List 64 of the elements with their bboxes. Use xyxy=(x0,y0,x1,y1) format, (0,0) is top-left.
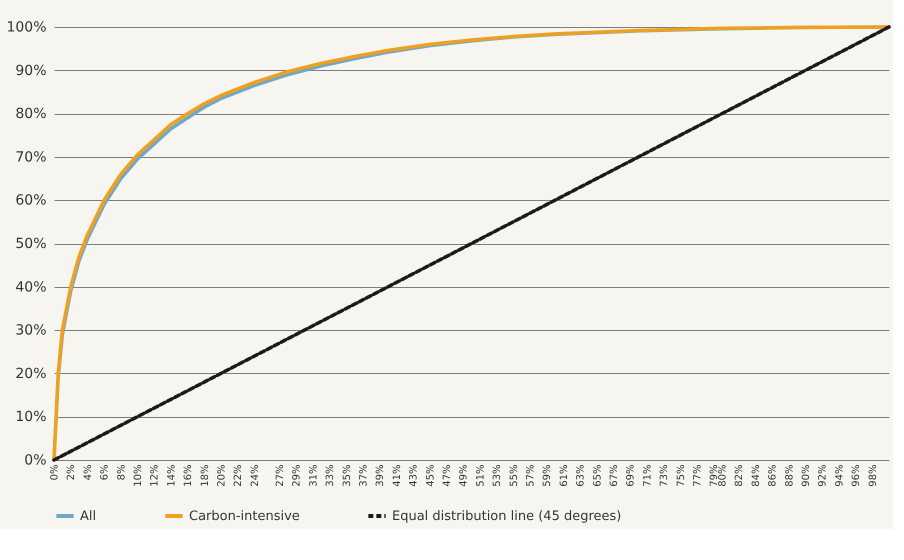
x-tick-label: 24% xyxy=(250,464,261,487)
x-tick-label: 4% xyxy=(82,464,94,480)
y-tick-label: 50% xyxy=(15,236,46,252)
x-tick-label: 65% xyxy=(592,464,604,487)
x-tick-label: 43% xyxy=(408,464,420,487)
x-tick-label: 37% xyxy=(358,464,370,487)
x-tick-label: 71% xyxy=(642,464,654,487)
y-tick-label: 0% xyxy=(24,452,46,468)
x-tick-label: 57% xyxy=(525,464,536,487)
x-tick-label: 67% xyxy=(608,464,620,487)
x-tick-label: 6% xyxy=(100,464,111,480)
x-tick-label: 45% xyxy=(425,464,436,487)
x-tick-label: 27% xyxy=(274,464,286,487)
x-tick-label: 61% xyxy=(558,464,570,487)
y-tick-label: 10% xyxy=(15,409,46,426)
legend-label: Carbon-intensive xyxy=(189,509,300,524)
x-tick-label: 31% xyxy=(308,464,320,487)
x-tick-label: 22% xyxy=(233,464,244,487)
x-tick-label: 86% xyxy=(768,464,779,487)
y-tick-label: 30% xyxy=(15,322,46,339)
x-tick-label: 53% xyxy=(492,464,504,487)
x-tick-label: 77% xyxy=(692,464,704,487)
x-tick-label: 8% xyxy=(116,464,128,480)
x-tick-label: 84% xyxy=(750,464,762,487)
x-tick-label: 47% xyxy=(442,464,453,487)
x-tick-label: 90% xyxy=(801,464,812,487)
x-tick-label: 88% xyxy=(784,464,796,487)
x-tick-label: 69% xyxy=(626,464,637,487)
x-tick-label: 16% xyxy=(183,464,194,487)
x-tick-label: 94% xyxy=(834,464,846,487)
x-tick-label: 96% xyxy=(851,464,862,487)
x-tick-label: 63% xyxy=(576,464,587,487)
y-tick-label: 60% xyxy=(15,192,46,209)
y-tick-label: 100% xyxy=(6,20,46,36)
x-tick-label: 73% xyxy=(659,464,670,487)
y-tick-label: 70% xyxy=(15,149,46,166)
x-tick-label: 29% xyxy=(292,464,303,487)
x-tick-label: 12% xyxy=(150,464,161,487)
x-tick-label: 59% xyxy=(542,464,554,487)
line-series xyxy=(52,25,891,462)
x-tick-label: 0% xyxy=(50,464,60,480)
x-tick-label: 51% xyxy=(475,464,486,487)
x-tick-label: 82% xyxy=(734,464,746,487)
x-tick-label: 75% xyxy=(676,464,687,487)
y-tick-label: 40% xyxy=(15,279,46,296)
x-tick-label: 80% xyxy=(718,464,728,487)
x-tick-label: 35% xyxy=(342,464,353,487)
x-tick-label: 2% xyxy=(66,464,78,480)
x-tick-label: 41% xyxy=(392,464,403,487)
x-tick-label: 20% xyxy=(216,464,228,487)
x-tick-label: 98% xyxy=(868,464,879,487)
x-tick-label: 10% xyxy=(133,464,144,487)
y-tick-label: 90% xyxy=(15,62,46,79)
legend-label: All xyxy=(80,509,96,524)
y-tick-label: 80% xyxy=(15,106,46,122)
y-tick-label: 20% xyxy=(15,366,46,382)
x-tick-label: 92% xyxy=(818,464,829,487)
x-tick-label: 33% xyxy=(325,464,336,487)
x-tick-label: 18% xyxy=(200,464,211,487)
legend-label: Equal distribution line (45 degrees) xyxy=(392,509,622,524)
x-tick-label: 14% xyxy=(166,464,178,487)
x-tick-label: 55% xyxy=(508,464,520,487)
x-tick-label: 49% xyxy=(458,464,470,487)
x-tick-label: 39% xyxy=(375,464,386,487)
